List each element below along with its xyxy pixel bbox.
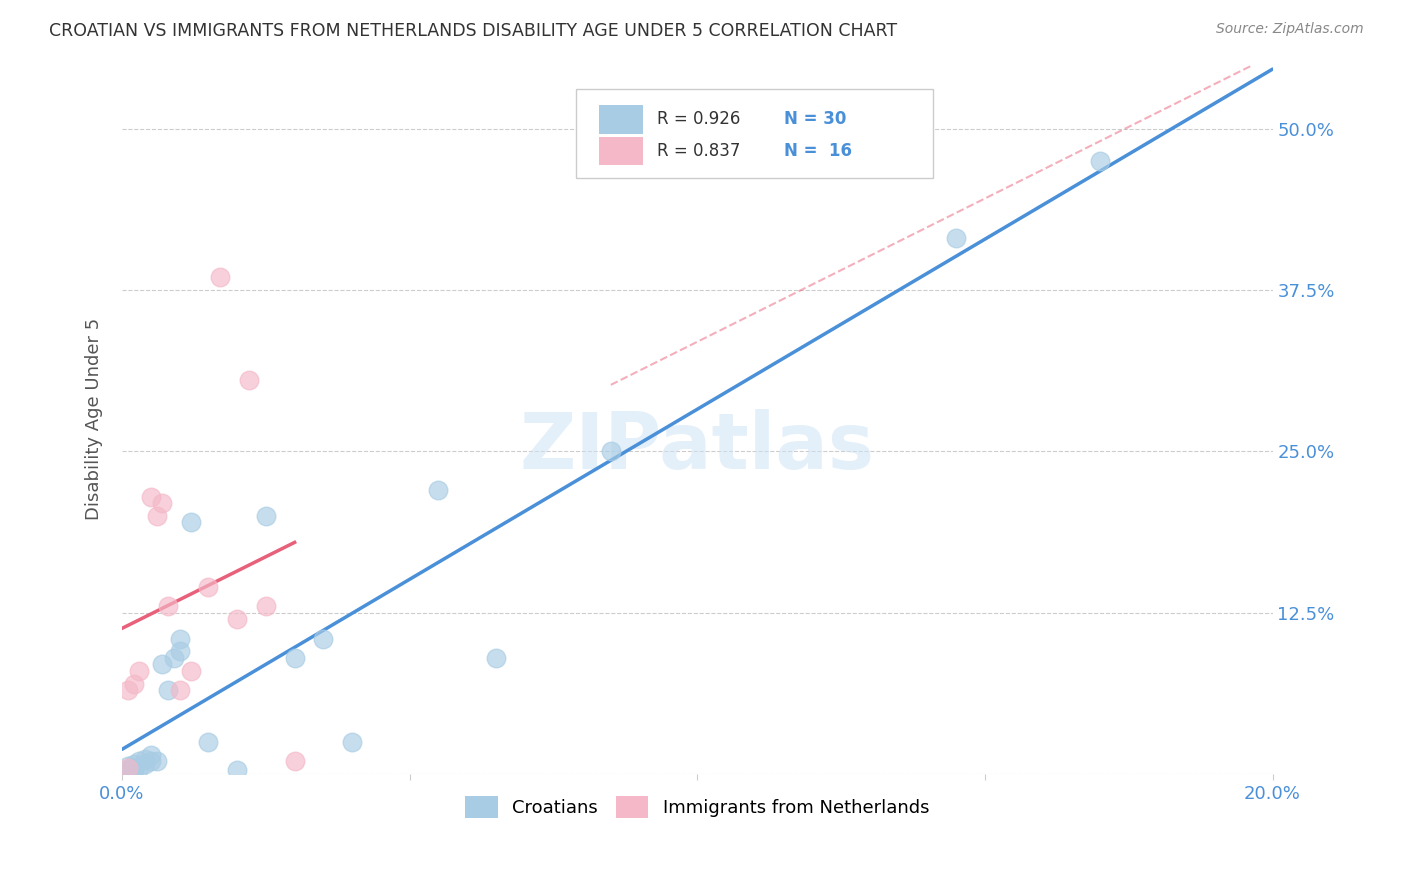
Point bbox=[169, 644, 191, 658]
Point bbox=[122, 764, 145, 778]
Y-axis label: Disability Age Under 5: Disability Age Under 5 bbox=[86, 318, 103, 520]
Point bbox=[139, 747, 162, 762]
Point bbox=[122, 761, 145, 775]
Text: Source: ZipAtlas.com: Source: ZipAtlas.com bbox=[1216, 22, 1364, 37]
Point bbox=[340, 735, 363, 749]
Point bbox=[122, 677, 145, 691]
Point bbox=[1088, 153, 1111, 168]
Text: CROATIAN VS IMMIGRANTS FROM NETHERLANDS DISABILITY AGE UNDER 5 CORRELATION CHART: CROATIAN VS IMMIGRANTS FROM NETHERLANDS … bbox=[49, 22, 897, 40]
Point bbox=[157, 599, 180, 614]
Point bbox=[117, 759, 139, 773]
Point bbox=[128, 754, 150, 768]
Point bbox=[117, 761, 139, 775]
Point bbox=[145, 754, 167, 768]
Text: R = 0.837: R = 0.837 bbox=[657, 142, 741, 161]
Text: R = 0.926: R = 0.926 bbox=[657, 111, 741, 128]
Text: N =  16: N = 16 bbox=[783, 142, 852, 161]
Point bbox=[208, 270, 231, 285]
Point bbox=[180, 664, 202, 678]
Text: N = 30: N = 30 bbox=[783, 111, 846, 128]
Point bbox=[169, 683, 191, 698]
Point bbox=[169, 632, 191, 646]
Point bbox=[134, 751, 156, 765]
Point bbox=[226, 764, 249, 778]
Point bbox=[157, 683, 180, 698]
Point bbox=[139, 754, 162, 768]
Point bbox=[284, 651, 307, 665]
Point bbox=[238, 373, 260, 387]
Point bbox=[427, 483, 450, 497]
Point bbox=[180, 516, 202, 530]
Point bbox=[226, 612, 249, 626]
Point bbox=[145, 508, 167, 523]
Point bbox=[197, 580, 219, 594]
Point bbox=[128, 761, 150, 775]
Point bbox=[284, 754, 307, 768]
FancyBboxPatch shape bbox=[599, 105, 643, 134]
Legend: Croatians, Immigrants from Netherlands: Croatians, Immigrants from Netherlands bbox=[458, 789, 936, 825]
Point bbox=[163, 651, 186, 665]
Point bbox=[117, 762, 139, 776]
Point bbox=[134, 756, 156, 771]
Point bbox=[254, 508, 277, 523]
Point bbox=[197, 735, 219, 749]
FancyBboxPatch shape bbox=[576, 89, 934, 178]
Point bbox=[254, 599, 277, 614]
Point bbox=[117, 683, 139, 698]
Point bbox=[600, 444, 623, 458]
Point bbox=[150, 657, 173, 672]
Point bbox=[945, 231, 967, 245]
Point bbox=[117, 764, 139, 779]
FancyBboxPatch shape bbox=[599, 137, 643, 165]
Point bbox=[139, 490, 162, 504]
Point bbox=[485, 651, 508, 665]
Point bbox=[128, 664, 150, 678]
Point bbox=[150, 496, 173, 510]
Text: ZIPatlas: ZIPatlas bbox=[520, 409, 875, 485]
Point bbox=[122, 756, 145, 771]
Point bbox=[312, 632, 335, 646]
